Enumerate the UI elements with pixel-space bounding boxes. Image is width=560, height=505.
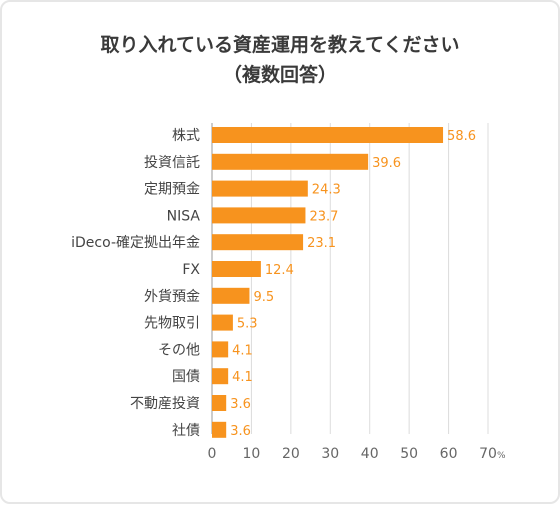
value-label: 3.6 — [230, 397, 251, 412]
value-label: 23.7 — [309, 209, 338, 224]
bar — [212, 314, 233, 331]
value-label: 12.4 — [265, 263, 294, 278]
value-label: 9.5 — [253, 290, 274, 305]
value-label: 39.6 — [372, 156, 401, 171]
value-label: 3.6 — [230, 424, 251, 439]
category-label: その他 — [158, 342, 200, 358]
x-tick-label: 60 — [440, 446, 458, 462]
category-label: FX — [182, 262, 200, 278]
x-tick-label: 0 — [208, 446, 217, 462]
value-label: 23.1 — [307, 236, 336, 251]
bar — [212, 287, 250, 304]
bar — [212, 180, 308, 197]
value-label: 24.3 — [312, 183, 341, 198]
bar — [212, 421, 227, 438]
category-label: 定期預金 — [144, 182, 200, 198]
bar — [212, 395, 227, 411]
category-label: NISA — [167, 208, 201, 224]
chart-subtitle: （複数回答） — [222, 64, 337, 86]
x-tick-label: 50 — [400, 446, 418, 462]
bar — [212, 261, 261, 277]
chart-title: 取り入れている資産運用を教えてください — [100, 34, 460, 56]
category-label: 国債 — [172, 369, 200, 385]
bar — [212, 341, 229, 358]
x-tick-label: 30 — [321, 446, 339, 462]
x-tick-label: 40 — [361, 446, 379, 462]
bar — [212, 207, 306, 224]
category-label: 先物取引 — [144, 316, 200, 332]
value-label: 4.1 — [232, 370, 253, 385]
value-label: 58.6 — [447, 129, 476, 144]
x-unit-label: % — [497, 451, 506, 461]
bar — [212, 153, 369, 170]
value-label: 4.1 — [232, 343, 253, 358]
category-label: 社債 — [172, 423, 200, 439]
value-label: 5.3 — [237, 317, 258, 332]
x-tick-label: 10 — [243, 446, 261, 462]
bar — [212, 127, 444, 143]
bar — [212, 368, 229, 385]
x-tick-label: 70 — [479, 446, 497, 462]
category-label: 株式 — [172, 128, 200, 144]
x-tick-label: 20 — [282, 446, 300, 462]
category-label: 不動産投資 — [130, 396, 200, 412]
category-label: 外貨預金 — [144, 288, 200, 305]
category-label: 投資信託 — [144, 155, 200, 171]
category-label: iDeco-確定拠出年金 — [71, 235, 200, 251]
bar — [212, 234, 304, 251]
